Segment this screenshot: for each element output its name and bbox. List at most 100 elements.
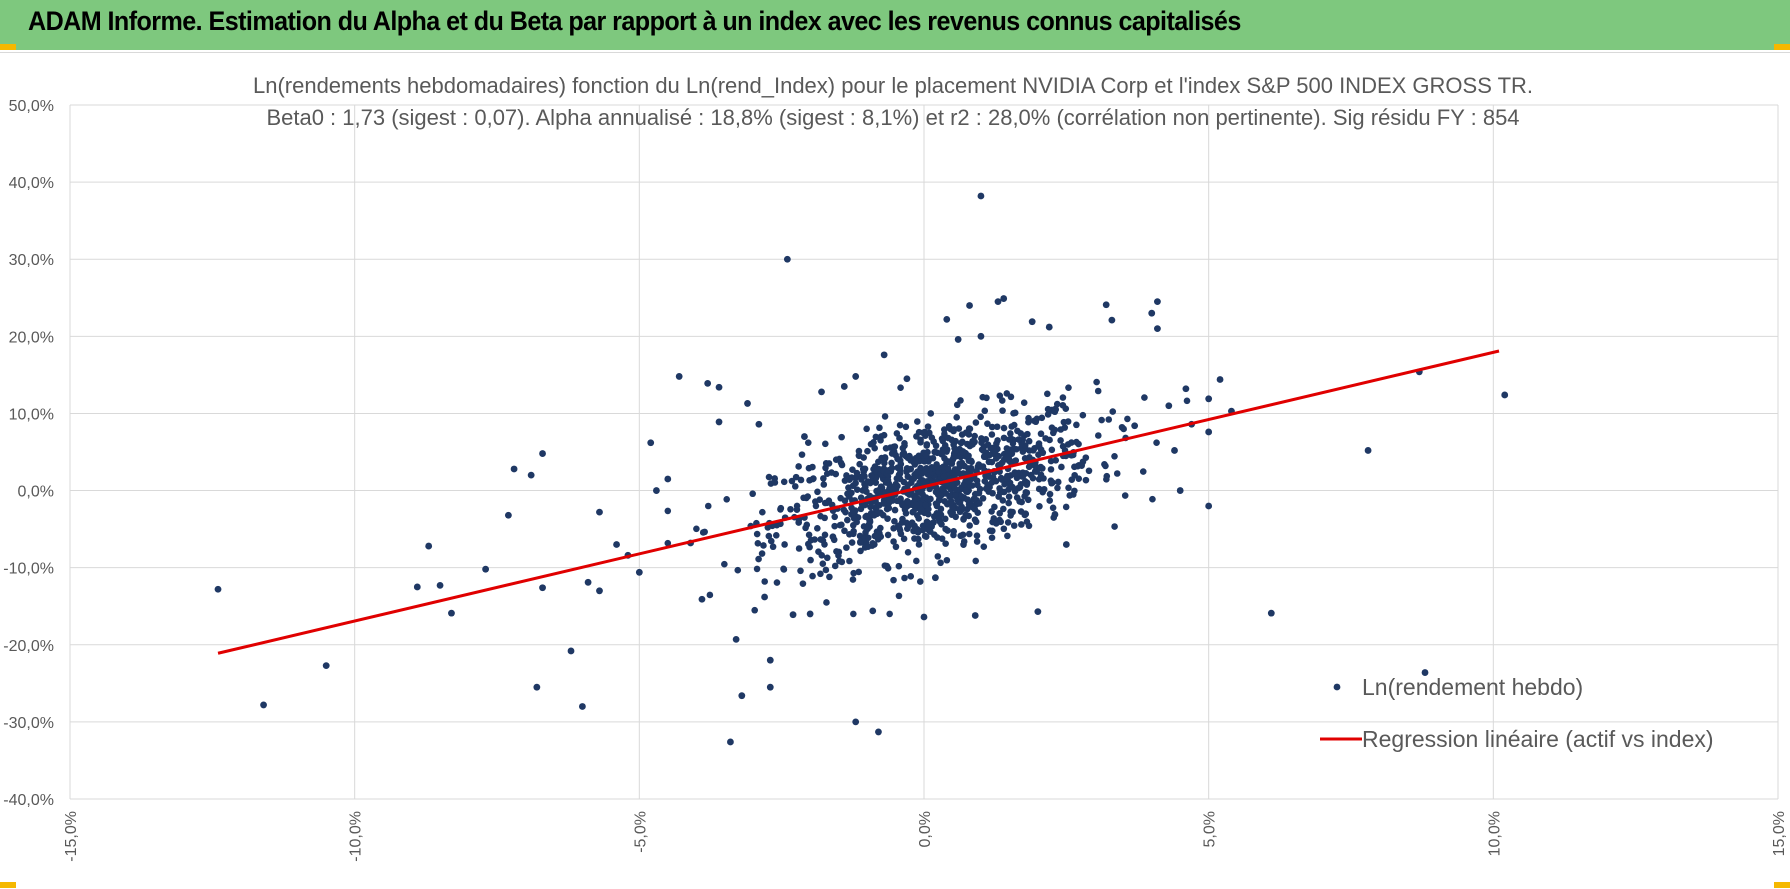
data-point: [861, 544, 869, 551]
data-point: [596, 587, 603, 595]
data-point: [504, 511, 512, 519]
title-banner: ADAM Informe. Estimation du Alpha et du …: [0, 0, 1790, 50]
data-point: [816, 496, 823, 503]
data-point: [891, 443, 899, 450]
data-point: [941, 497, 949, 505]
data-point: [931, 448, 938, 456]
data-point: [993, 440, 1000, 447]
data-point: [1111, 523, 1118, 530]
data-point: [910, 475, 918, 482]
data-point: [960, 515, 967, 523]
data-point: [939, 437, 947, 445]
data-point: [699, 529, 707, 536]
data-point: [1073, 421, 1080, 429]
data-point: [979, 495, 987, 502]
data-point: [1049, 504, 1057, 512]
data-point: [838, 521, 845, 529]
data-point: [773, 579, 781, 586]
data-point: [1061, 424, 1069, 431]
legend: Ln(rendement hebdo) Regression linéaire …: [1320, 674, 1714, 752]
x-tick-label: 0,0%: [917, 811, 934, 847]
data-point: [822, 464, 829, 472]
data-point: [825, 460, 833, 467]
data-point: [1171, 447, 1178, 454]
data-point: [886, 497, 893, 504]
data-point: [971, 432, 978, 440]
data-point: [1053, 400, 1061, 408]
data-point: [897, 495, 904, 503]
data-point: [706, 591, 714, 599]
data-point: [934, 464, 941, 472]
data-point: [855, 568, 862, 576]
legend-label-regression: Regression linéaire (actif vs index): [1362, 726, 1714, 752]
data-point: [780, 565, 787, 573]
data-point: [914, 535, 922, 543]
data-point: [849, 576, 857, 583]
data-point: [1015, 436, 1022, 443]
data-point: [831, 562, 839, 570]
data-point: [1059, 401, 1067, 409]
y-tick-label: 10,0%: [9, 406, 54, 423]
data-point: [567, 647, 575, 655]
data-point: [723, 496, 731, 503]
data-point: [1054, 484, 1061, 492]
y-tick-label: 20,0%: [9, 329, 54, 346]
data-point: [664, 539, 672, 547]
data-point: [931, 574, 939, 582]
data-point: [732, 635, 740, 643]
data-point: [841, 477, 849, 484]
data-point: [994, 298, 1002, 306]
y-tick-label: 40,0%: [9, 175, 54, 192]
data-point: [962, 486, 969, 494]
data-point: [765, 473, 773, 481]
data-point: [1113, 470, 1121, 477]
data-point: [909, 508, 916, 516]
data-point: [959, 448, 967, 456]
data-point: [664, 507, 672, 515]
data-point: [1046, 490, 1054, 498]
data-point: [891, 518, 898, 525]
data-point: [972, 419, 980, 426]
data-point: [793, 502, 801, 510]
data-point: [1154, 325, 1161, 333]
data-point: [765, 532, 773, 540]
data-point: [759, 508, 766, 516]
data-point: [942, 525, 949, 533]
data-point: [973, 532, 981, 539]
data-point: [916, 578, 924, 585]
data-point: [865, 521, 873, 528]
data-point: [958, 492, 965, 500]
data-point: [938, 449, 946, 457]
data-point: [322, 662, 330, 669]
data-point: [968, 482, 976, 489]
data-point: [781, 541, 788, 548]
data-point: [896, 527, 904, 534]
data-point: [814, 525, 821, 532]
data-point: [1047, 477, 1055, 484]
data-point: [1052, 457, 1060, 464]
data-point: [951, 492, 959, 500]
data-point: [977, 192, 985, 200]
data-point: [907, 573, 915, 580]
data-point: [1057, 437, 1064, 444]
data-point: [753, 530, 761, 538]
data-point: [928, 434, 936, 441]
data-point: [826, 573, 833, 581]
data-point: [1022, 489, 1030, 496]
data-point: [951, 485, 959, 493]
data-point: [1068, 476, 1076, 483]
data-point: [884, 531, 892, 539]
data-point: [882, 479, 890, 486]
data-point: [818, 552, 826, 559]
data-point: [1018, 521, 1025, 528]
data-point: [1068, 439, 1075, 446]
data-point: [792, 473, 800, 481]
data-point: [1007, 430, 1014, 437]
data-point: [721, 560, 728, 568]
data-point: [1021, 442, 1029, 449]
data-point: [841, 527, 848, 535]
data-point: [881, 455, 889, 462]
data-point: [1085, 467, 1093, 475]
data-point: [895, 592, 903, 600]
data-point: [821, 531, 829, 539]
